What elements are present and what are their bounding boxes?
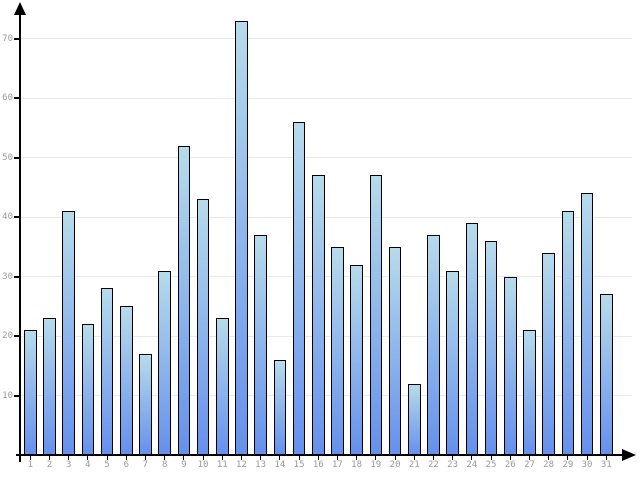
x-tick: [413, 456, 415, 460]
x-tick: [29, 456, 31, 460]
x-tick-label: 18: [351, 460, 363, 470]
x-tick: [183, 456, 185, 460]
y-tick: [14, 275, 20, 278]
y-axis-arrow-icon: [14, 2, 26, 15]
x-tick: [202, 456, 204, 460]
x-tick-label: 5: [104, 460, 110, 470]
x-tick-label: 12: [235, 460, 247, 470]
x-tick: [548, 456, 550, 460]
gridline: [20, 276, 632, 277]
x-tick: [317, 456, 319, 460]
x-tick: [567, 456, 569, 460]
x-tick: [279, 456, 281, 460]
x-tick: [394, 456, 396, 460]
x-tick-label: 14: [274, 460, 286, 470]
x-tick: [125, 456, 127, 460]
x-tick-label: 31: [600, 460, 612, 470]
y-tick-label: 60: [2, 93, 13, 103]
x-tick: [605, 456, 607, 460]
x-tick-label: 6: [123, 460, 129, 470]
x-tick-label: 29: [562, 460, 574, 470]
x-tick: [336, 456, 338, 460]
x-tick-label: 25: [485, 460, 497, 470]
x-axis-arrow-icon: [622, 449, 636, 461]
x-tick: [375, 456, 377, 460]
x-tick-label: 15: [293, 460, 305, 470]
x-tick: [49, 456, 50, 460]
x-tick: [529, 456, 530, 460]
x-tick-label: 4: [85, 460, 91, 470]
x-tick-label: 7: [142, 460, 149, 470]
x-tick: [471, 456, 473, 460]
x-tick-label: 16: [312, 460, 324, 470]
x-tick-label: 28: [543, 460, 555, 470]
gridline: [20, 335, 632, 337]
x-tick: [221, 456, 223, 460]
x-tick-label: 23: [447, 460, 459, 470]
x-tick: [260, 456, 262, 460]
x-tick: [432, 456, 434, 460]
gridline: [20, 395, 632, 396]
x-tick: [509, 456, 511, 460]
x-tick: [356, 456, 358, 460]
x-tick: [144, 456, 146, 460]
x-tick-label: 13: [255, 460, 267, 470]
x-tick-label: 27: [524, 460, 535, 470]
y-tick-label: 50: [2, 152, 13, 163]
y-tick: [14, 37, 20, 40]
x-tick-label: 8: [161, 460, 168, 470]
x-tick-label: 3: [65, 460, 72, 470]
x-tick-label: 21: [408, 460, 420, 470]
x-tick-label: 2: [46, 460, 53, 470]
y-tick: [14, 335, 20, 337]
x-tick-label: 17: [331, 460, 343, 470]
y-tick-label: 30: [2, 271, 13, 282]
y-axis-line: [19, 6, 21, 462]
x-tick-label: 20: [389, 460, 401, 470]
x-tick: [164, 456, 166, 460]
x-tick: [452, 456, 454, 460]
x-tick-label: 1: [27, 460, 33, 470]
x-tick-label: 22: [427, 460, 439, 470]
x-tick-label: 9: [181, 460, 187, 470]
gridline: [20, 38, 632, 39]
y-tick-label: 40: [2, 212, 13, 222]
x-axis-line: [16, 454, 622, 456]
x-tick-label: 24: [466, 460, 478, 470]
y-tick-label: 70: [2, 33, 13, 44]
x-tick-label: 30: [581, 460, 593, 470]
x-tick: [490, 456, 492, 460]
gridline: [20, 97, 632, 99]
gridline: [20, 157, 632, 158]
x-tick: [106, 456, 108, 460]
x-tick-label: 10: [197, 460, 209, 470]
x-tick: [87, 456, 89, 460]
x-tick: [298, 456, 300, 460]
x-tick-label: 11: [216, 460, 228, 470]
x-tick: [586, 456, 588, 460]
x-tick: [240, 456, 242, 460]
y-tick: [14, 394, 20, 397]
y-tick: [14, 156, 20, 159]
y-tick: [14, 97, 20, 99]
x-tick-label: 19: [370, 460, 382, 470]
y-tick-label: 20: [2, 331, 13, 341]
gridline: [20, 216, 632, 218]
y-tick-label: 10: [2, 390, 13, 401]
y-tick: [14, 216, 20, 218]
x-tick-label: 26: [504, 460, 516, 470]
x-tick: [68, 456, 70, 460]
